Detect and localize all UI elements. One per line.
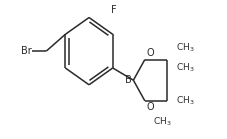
- Text: Br: Br: [21, 46, 32, 56]
- Text: O: O: [146, 48, 154, 58]
- Text: O: O: [146, 102, 154, 112]
- Text: CH$_3$: CH$_3$: [176, 62, 195, 74]
- Text: B: B: [125, 75, 132, 85]
- Text: CH$_3$: CH$_3$: [153, 115, 172, 128]
- Text: CH$_3$: CH$_3$: [176, 95, 195, 107]
- Text: CH$_3$: CH$_3$: [176, 42, 195, 54]
- Text: F: F: [111, 5, 116, 15]
